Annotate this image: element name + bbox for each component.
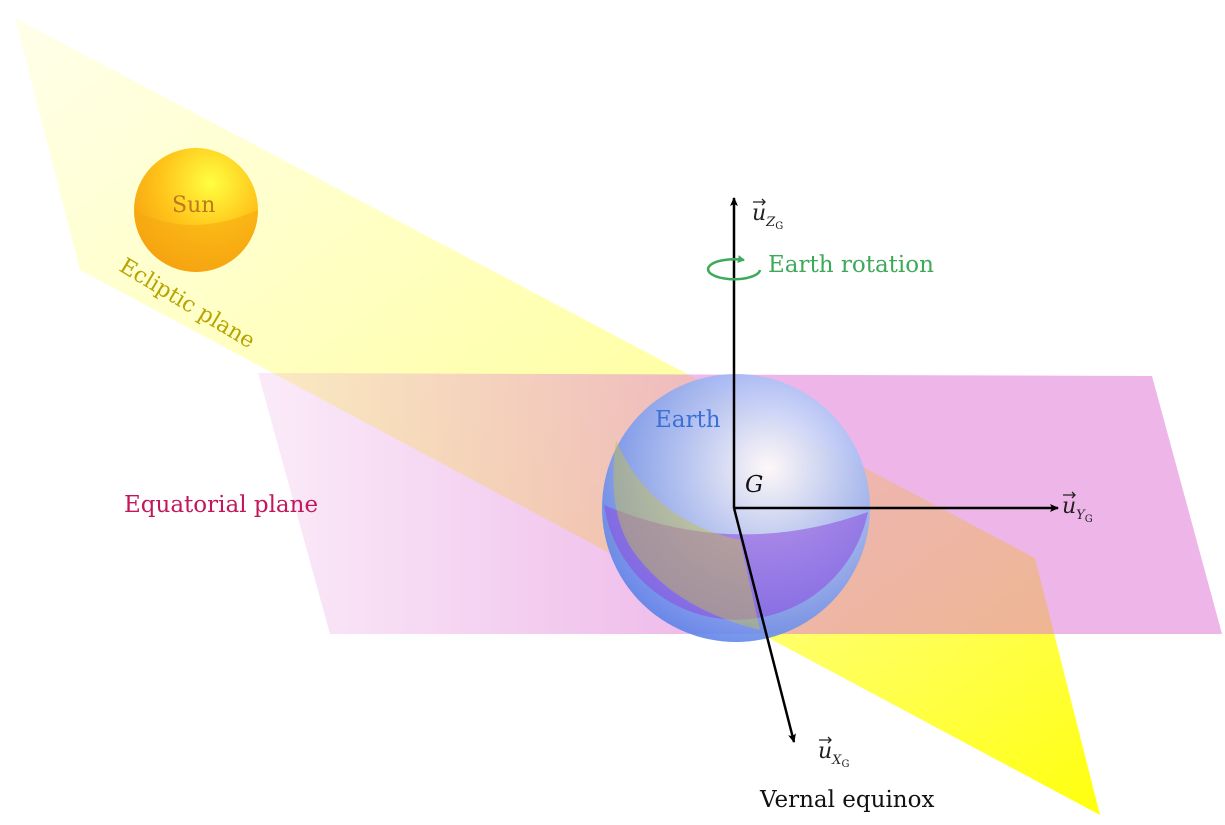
earth-label: Earth [655,407,721,433]
rotation-icon [706,255,762,281]
x-axis-label: uXG [818,739,849,770]
vernal-equinox-label: Vernal equinox [759,787,934,813]
x-axis-arrow [732,507,796,743]
y-axis-label: uYG [1062,494,1093,525]
sun: Sun [134,148,258,272]
z-axis-label: uZG [752,201,783,232]
earth-rotation-label: Earth rotation [768,252,934,278]
center-label: G [745,472,763,498]
earth: Earth [602,374,870,642]
equatorial-plane-label: Equatorial plane [124,492,318,518]
sun-label: Sun [172,193,215,218]
vector-arrows [753,198,1076,744]
